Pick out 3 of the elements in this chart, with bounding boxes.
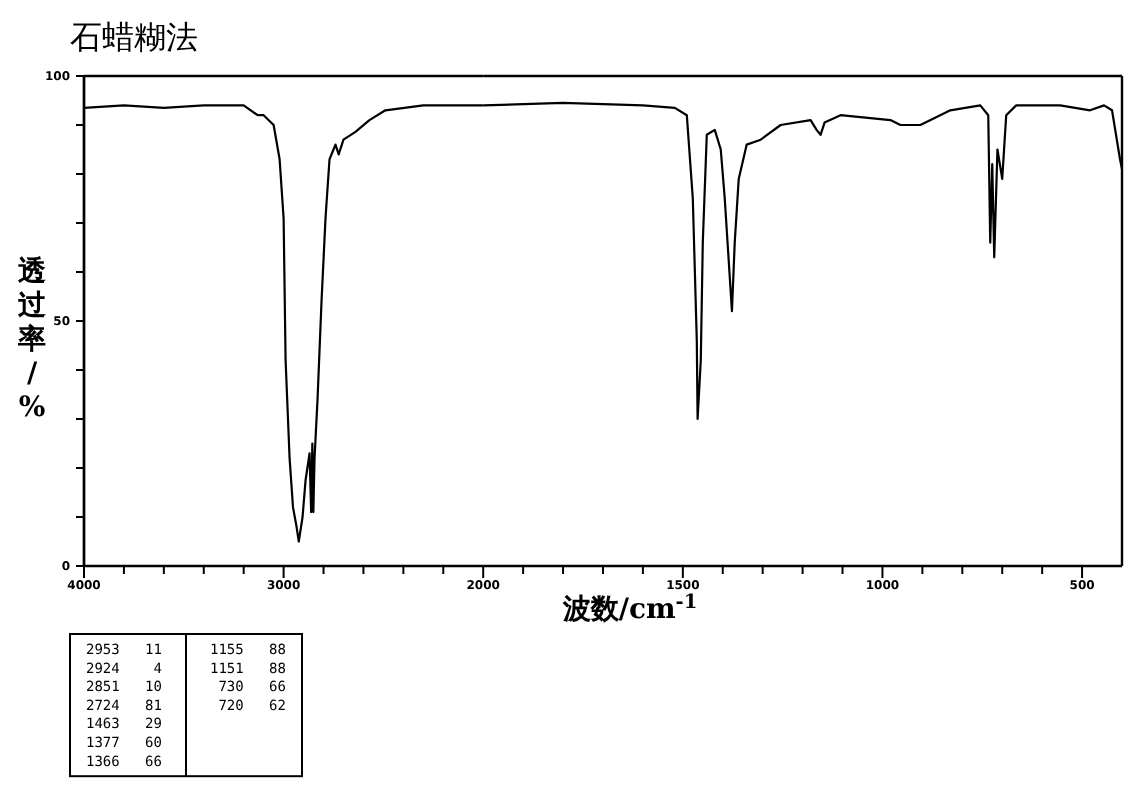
- y-axis-title: 透过率/%: [16, 256, 48, 424]
- chart-title: 石蜡糊法: [70, 18, 198, 56]
- x-axis-title: 波数/cm$^{-1}$: [560, 591, 698, 626]
